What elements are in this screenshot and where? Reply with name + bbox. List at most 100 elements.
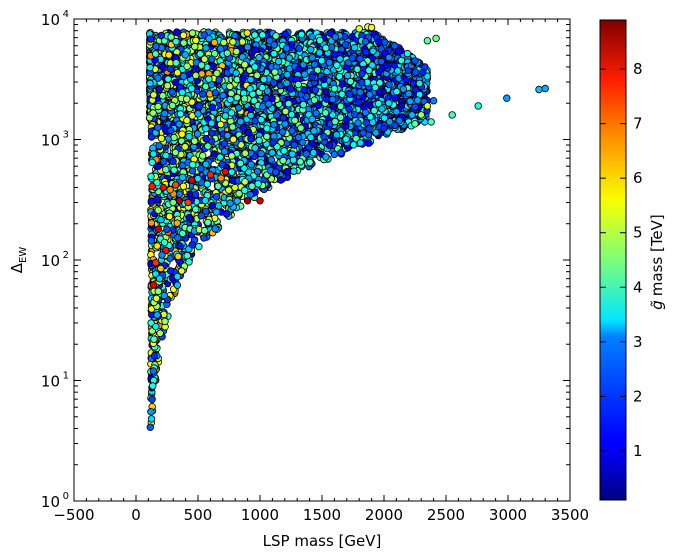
scatter-point (333, 61, 341, 69)
scatter-point (397, 56, 406, 65)
scatter-point (251, 31, 259, 39)
scatter-point (204, 218, 212, 227)
scatter-point (170, 166, 178, 174)
scatter-point (160, 109, 169, 118)
scatter-point (335, 72, 344, 81)
scatter-point (266, 37, 274, 45)
scatter-point (195, 102, 203, 110)
scatter-point (178, 130, 186, 138)
scatter-point (235, 189, 243, 198)
scatter-point (312, 109, 320, 117)
scatter-point (215, 76, 223, 84)
scatter-point (247, 160, 255, 169)
scatter-point (297, 30, 306, 39)
scatter-point (290, 167, 298, 175)
scatter-point (183, 116, 191, 125)
scatter-point (200, 226, 209, 235)
scatter-point (208, 129, 216, 137)
scatter-point (366, 113, 374, 121)
scatter-point (378, 105, 386, 113)
scatter-point (291, 116, 299, 125)
scatter-point (322, 153, 330, 161)
scatter-point (246, 190, 254, 199)
scatter-point (174, 234, 182, 242)
scatter-point (288, 150, 296, 158)
scatter-point (342, 122, 350, 130)
scatter-point (185, 213, 193, 222)
scatter-point (203, 180, 211, 188)
scatter-point (231, 31, 239, 40)
scatter-point (310, 96, 319, 104)
scatter-point (274, 57, 283, 66)
scatter-point (245, 66, 254, 74)
scatter-point (375, 88, 383, 96)
scatter-point (345, 105, 353, 113)
scatter-point (296, 158, 304, 166)
scatter-point (185, 132, 193, 141)
scatter-point (155, 85, 164, 94)
scatter-point (271, 68, 279, 76)
scatter-point (148, 158, 156, 167)
scatter-point (285, 54, 294, 62)
scatter-point (391, 42, 399, 50)
scatter-point (336, 113, 345, 121)
scatter-point (202, 44, 210, 52)
scatter-point (219, 91, 227, 100)
scatter-point (188, 29, 197, 37)
scatter-point (220, 139, 229, 148)
scatter-point (171, 148, 180, 157)
scatter-point (351, 110, 359, 119)
scatter-point (268, 148, 276, 157)
scatter-point (263, 87, 272, 95)
scatter-point (173, 68, 182, 77)
scatter-point (194, 174, 202, 183)
scatter-point (273, 111, 281, 119)
scatter-point (175, 190, 184, 198)
scatter-point (222, 210, 231, 218)
scatter-point (281, 30, 289, 38)
scatter-point (369, 47, 377, 55)
scatter-point (337, 149, 345, 157)
scatter-point (220, 38, 228, 47)
scatter-point (375, 68, 383, 76)
scatter-point (321, 87, 330, 96)
scatter-point (315, 49, 324, 57)
scatter-point (171, 78, 180, 87)
scatter-point (359, 129, 367, 137)
scatter-point (279, 128, 287, 136)
scatter-point (287, 85, 295, 93)
scatter-point (160, 291, 168, 300)
scatter-point (257, 149, 265, 158)
scatter-point (251, 117, 259, 125)
scatter-point (208, 55, 216, 63)
scatter-point (299, 100, 307, 109)
scatter-point (283, 167, 291, 176)
scatter-point (195, 242, 203, 251)
scatter-point (285, 99, 293, 108)
scatter-point (232, 47, 241, 56)
scatter-point (297, 124, 305, 132)
scatter-point (269, 138, 277, 146)
scatter-point (240, 186, 249, 195)
scatter-point (233, 197, 241, 205)
scatter-point (356, 55, 364, 63)
scatter-point (231, 183, 239, 192)
scatter-point (283, 70, 291, 79)
scatter-point (342, 135, 350, 143)
scatter-point (236, 159, 245, 168)
scatter-point (192, 71, 200, 80)
scatter-point (365, 139, 373, 147)
scatter-point (307, 46, 315, 54)
scatter-point (225, 186, 233, 194)
scatter-point (263, 132, 271, 141)
scatter-point (272, 168, 280, 176)
scatter-point (198, 70, 206, 78)
scatter-point (179, 31, 188, 39)
scatter-point (270, 79, 278, 87)
scatter-point (183, 251, 191, 260)
scatter-point (197, 164, 205, 173)
scatter-point (329, 111, 337, 119)
scatter-point (194, 110, 202, 118)
scatter-point (257, 115, 265, 124)
scatter-point (395, 47, 403, 55)
